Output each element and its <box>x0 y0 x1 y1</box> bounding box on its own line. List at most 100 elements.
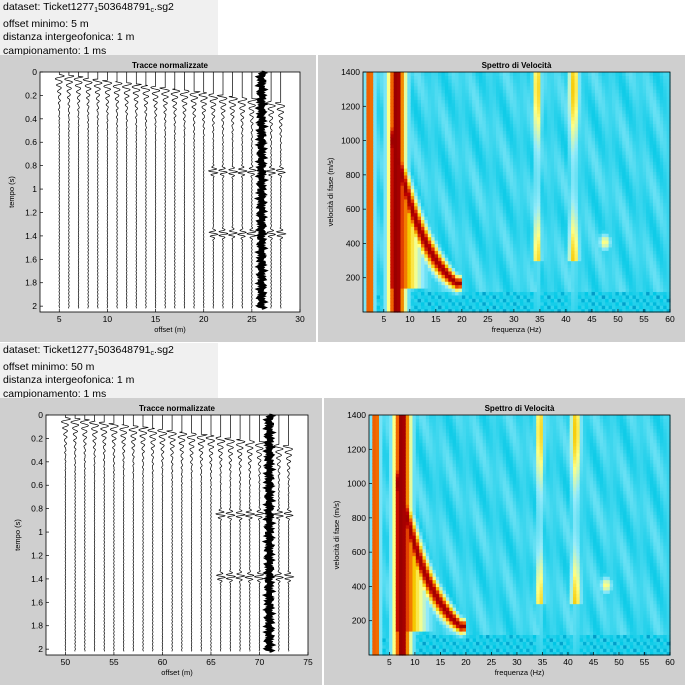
heatmap-cell <box>438 216 443 221</box>
heatmap-cell <box>523 205 528 210</box>
heatmap-cell <box>468 216 473 221</box>
heatmap-cell <box>513 205 518 210</box>
heatmap-cell <box>496 99 501 104</box>
heatmap-cell <box>414 96 419 101</box>
heatmap-cell <box>363 188 368 193</box>
heatmap-cell <box>390 113 395 118</box>
heatmap-cell <box>533 202 538 207</box>
heatmap-cell <box>513 226 518 231</box>
heatmap-cell <box>509 192 514 197</box>
heatmap-cell <box>550 284 555 289</box>
heatmap-cell <box>492 274 497 279</box>
heatmap-cell <box>489 192 494 197</box>
heatmap-cell <box>363 178 368 183</box>
heatmap-cell <box>468 284 473 289</box>
heatmap-cell <box>431 113 436 118</box>
heatmap-cell <box>584 298 589 303</box>
heatmap-cell <box>598 198 603 203</box>
heatmap-cell <box>478 126 483 131</box>
heatmap-cell <box>499 226 504 231</box>
heatmap-cell <box>557 109 562 114</box>
heatmap-cell <box>400 99 405 104</box>
heatmap-cell <box>571 198 576 203</box>
heatmap-cell <box>472 140 477 145</box>
heatmap-cell <box>434 133 439 138</box>
heatmap-cell <box>509 188 514 193</box>
heatmap-cell <box>557 219 562 224</box>
heatmap-cell <box>492 109 497 114</box>
heatmap-cell <box>383 109 388 114</box>
heatmap-cell <box>588 102 593 107</box>
heatmap-cell <box>506 195 511 200</box>
heatmap-cell <box>530 109 535 114</box>
heatmap-cell <box>403 92 408 97</box>
heatmap-cell <box>434 284 439 289</box>
heatmap-cell <box>451 301 456 306</box>
heatmap-cell <box>574 281 579 286</box>
heatmap-cell <box>431 144 436 149</box>
heatmap-cell <box>591 246 596 251</box>
heatmap-cell <box>414 140 419 145</box>
heatmap-cell <box>574 144 579 149</box>
heatmap-cell <box>594 133 599 138</box>
heatmap-cell <box>414 92 419 97</box>
heatmap-cell <box>420 274 425 279</box>
heatmap-cell <box>386 222 391 227</box>
heatmap-cell <box>420 308 425 313</box>
heatmap-cell <box>434 298 439 303</box>
heatmap-cell <box>492 257 497 262</box>
heatmap-cell <box>393 126 398 131</box>
heatmap-cell <box>393 72 398 77</box>
heatmap-cell <box>554 140 559 145</box>
heatmap-cell <box>540 188 545 193</box>
heatmap-cell <box>444 277 449 282</box>
heatmap-cell <box>410 226 415 231</box>
heatmap-cell <box>540 202 545 207</box>
heatmap-cell <box>451 99 456 104</box>
heatmap-cell <box>386 99 391 104</box>
heatmap-cell <box>516 113 521 118</box>
trace <box>208 72 219 309</box>
heatmap-cell <box>574 226 579 231</box>
heatmap-cell <box>482 198 487 203</box>
heatmap-cell <box>513 246 518 251</box>
trace <box>122 72 132 309</box>
heatmap-cell <box>547 222 552 227</box>
heatmap-cell <box>499 198 504 203</box>
heatmap-cell <box>554 301 559 306</box>
heatmap-cell <box>492 78 497 83</box>
heatmap-cell <box>601 257 606 262</box>
heatmap-cell <box>485 120 490 125</box>
heatmap-cell <box>502 147 507 152</box>
heatmap-cell <box>455 216 460 221</box>
heatmap-cell <box>393 137 398 142</box>
heatmap-cell <box>530 192 535 197</box>
heatmap-cell <box>373 257 378 262</box>
heatmap-cell <box>468 147 473 152</box>
heatmap-cell <box>393 240 398 245</box>
heatmap-cell <box>554 222 559 227</box>
heatmap-cell <box>424 157 429 162</box>
heatmap-cell <box>475 174 480 179</box>
heatmap-cell <box>465 126 470 131</box>
heatmap-cell <box>543 270 548 275</box>
heatmap-cell <box>536 85 541 90</box>
heatmap-cell <box>492 209 497 214</box>
heatmap-cell <box>509 113 514 118</box>
heatmap-cell <box>496 219 501 224</box>
heatmap-cell <box>373 120 378 125</box>
heatmap-cell <box>420 188 425 193</box>
heatmap-cell <box>431 192 436 197</box>
heatmap-cell <box>465 185 470 190</box>
heatmap-cell <box>519 236 524 241</box>
heatmap-cell <box>540 92 545 97</box>
heatmap-cell <box>444 270 449 275</box>
heatmap-cell <box>485 243 490 248</box>
heatmap-cell <box>441 202 446 207</box>
heatmap-cell <box>410 109 415 114</box>
heatmap-cell <box>403 147 408 152</box>
heatmap-cell <box>492 243 497 248</box>
heatmap-cell <box>451 264 456 269</box>
heatmap-cell <box>431 120 436 125</box>
heatmap-cell <box>526 140 531 145</box>
